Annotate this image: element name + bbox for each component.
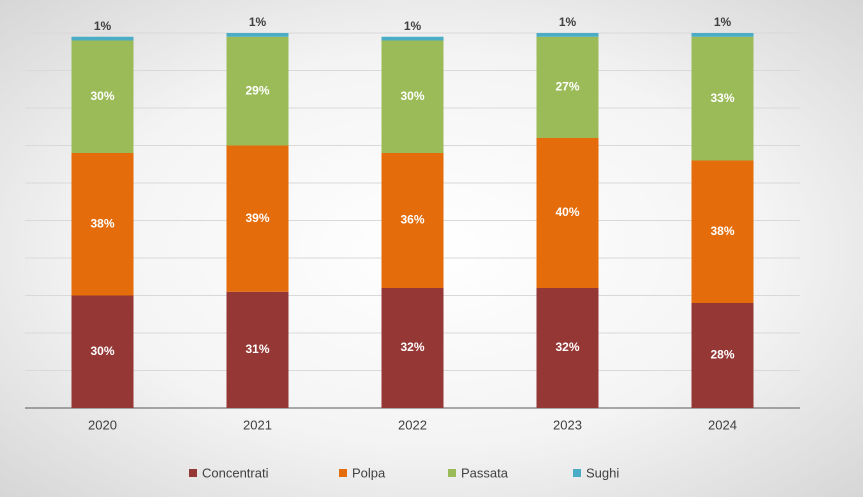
- bar-segment: [536, 33, 599, 37]
- data-label: 36%: [400, 213, 424, 227]
- data-label: 1%: [404, 19, 422, 33]
- bar-segment: [536, 288, 599, 408]
- data-label: 31%: [245, 342, 269, 356]
- bar-segment: [381, 153, 444, 288]
- bar-segment: [226, 145, 289, 292]
- bar-segment: [536, 36, 599, 138]
- data-label: 1%: [94, 19, 112, 33]
- x-tick-label: 2022: [398, 417, 427, 432]
- legend-label: Passata: [461, 465, 509, 480]
- x-tick-label: 2023: [553, 417, 582, 432]
- data-label: 40%: [555, 205, 579, 219]
- legend-label: Polpa: [352, 465, 386, 480]
- data-label: 32%: [400, 340, 424, 354]
- bar-segment: [226, 291, 289, 408]
- bar-segment: [691, 303, 754, 408]
- data-label: 38%: [710, 224, 734, 238]
- bar-segment: [381, 36, 444, 41]
- bar-segment: [691, 160, 754, 303]
- bar-segment: [691, 33, 754, 37]
- x-tick-label: 2021: [243, 417, 272, 432]
- legend-label: Sughi: [586, 465, 619, 480]
- x-tick-label: 2024: [708, 417, 737, 432]
- data-label: 1%: [714, 15, 732, 29]
- x-tick-label: 2020: [88, 417, 117, 432]
- legend-marker: [448, 469, 456, 477]
- bar-segment: [71, 40, 134, 153]
- legend-marker: [189, 469, 197, 477]
- bar-segment: [71, 36, 134, 41]
- data-label: 29%: [245, 83, 269, 97]
- bar-segment: [536, 138, 599, 288]
- data-label: 33%: [710, 91, 734, 105]
- data-label: 32%: [555, 340, 579, 354]
- data-label: 38%: [90, 216, 114, 230]
- data-label: 30%: [400, 89, 424, 103]
- data-label: 28%: [710, 348, 734, 362]
- data-label: 30%: [90, 344, 114, 358]
- data-label: 1%: [249, 15, 267, 29]
- legend-label: Concentrati: [202, 465, 269, 480]
- legend-marker: [339, 469, 347, 477]
- bar-segment: [691, 36, 754, 161]
- bar-segment: [381, 40, 444, 153]
- data-label: 1%: [559, 15, 577, 29]
- data-label: 27%: [555, 80, 579, 94]
- bar-segment: [71, 153, 134, 296]
- data-label: 39%: [245, 211, 269, 225]
- bar-segment: [226, 33, 289, 37]
- data-label: 30%: [90, 89, 114, 103]
- bar-segment: [71, 295, 134, 408]
- bar-segment: [381, 288, 444, 408]
- legend-marker: [573, 469, 581, 477]
- bar-segment: [226, 36, 289, 146]
